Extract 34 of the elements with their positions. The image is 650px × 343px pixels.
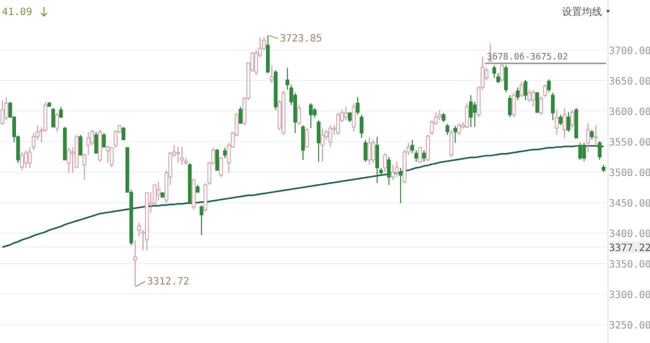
candlestick <box>531 89 536 108</box>
y-tick-label: 3600.00 <box>608 107 650 118</box>
candlestick <box>352 102 356 132</box>
candlestick <box>594 124 598 146</box>
candlestick <box>24 150 28 168</box>
candlestick <box>328 124 332 148</box>
candlestick <box>468 94 473 128</box>
y-tick-label: 3650.00 <box>608 76 650 88</box>
y-tick-label: 3300.00 <box>608 290 650 302</box>
candlestick <box>133 239 138 287</box>
y-tick-label: 3450.00 <box>608 198 650 210</box>
candlestick <box>320 128 324 162</box>
candlestick <box>156 181 160 201</box>
annotation: 41.09 <box>2 7 32 18</box>
candlestick <box>360 114 364 138</box>
y-tick-label: 3250.00 <box>608 320 650 332</box>
annotation: 3723.85 <box>280 33 322 44</box>
candlestick <box>562 108 566 138</box>
candlestick <box>535 92 540 113</box>
annotation: 3312.72 <box>147 276 190 288</box>
y-tick-label: 3500.00 <box>608 168 650 180</box>
y-tick-label: 3400.00 <box>608 229 650 240</box>
y-tick-label: 3700.00 <box>608 46 650 58</box>
candlestick <box>375 136 380 184</box>
candlestick <box>28 147 32 168</box>
candlestick <box>394 161 399 178</box>
y-tick-label: 3377.22 <box>608 243 650 254</box>
y-tick-label: 3350.00 <box>608 260 650 271</box>
y-tick-label: 3550.00 <box>608 138 650 149</box>
annotation: 设置均线 <box>562 6 602 18</box>
candlestick <box>554 109 559 136</box>
candlestick <box>176 146 180 164</box>
candlestick <box>367 136 372 166</box>
candlestick <box>180 146 184 166</box>
